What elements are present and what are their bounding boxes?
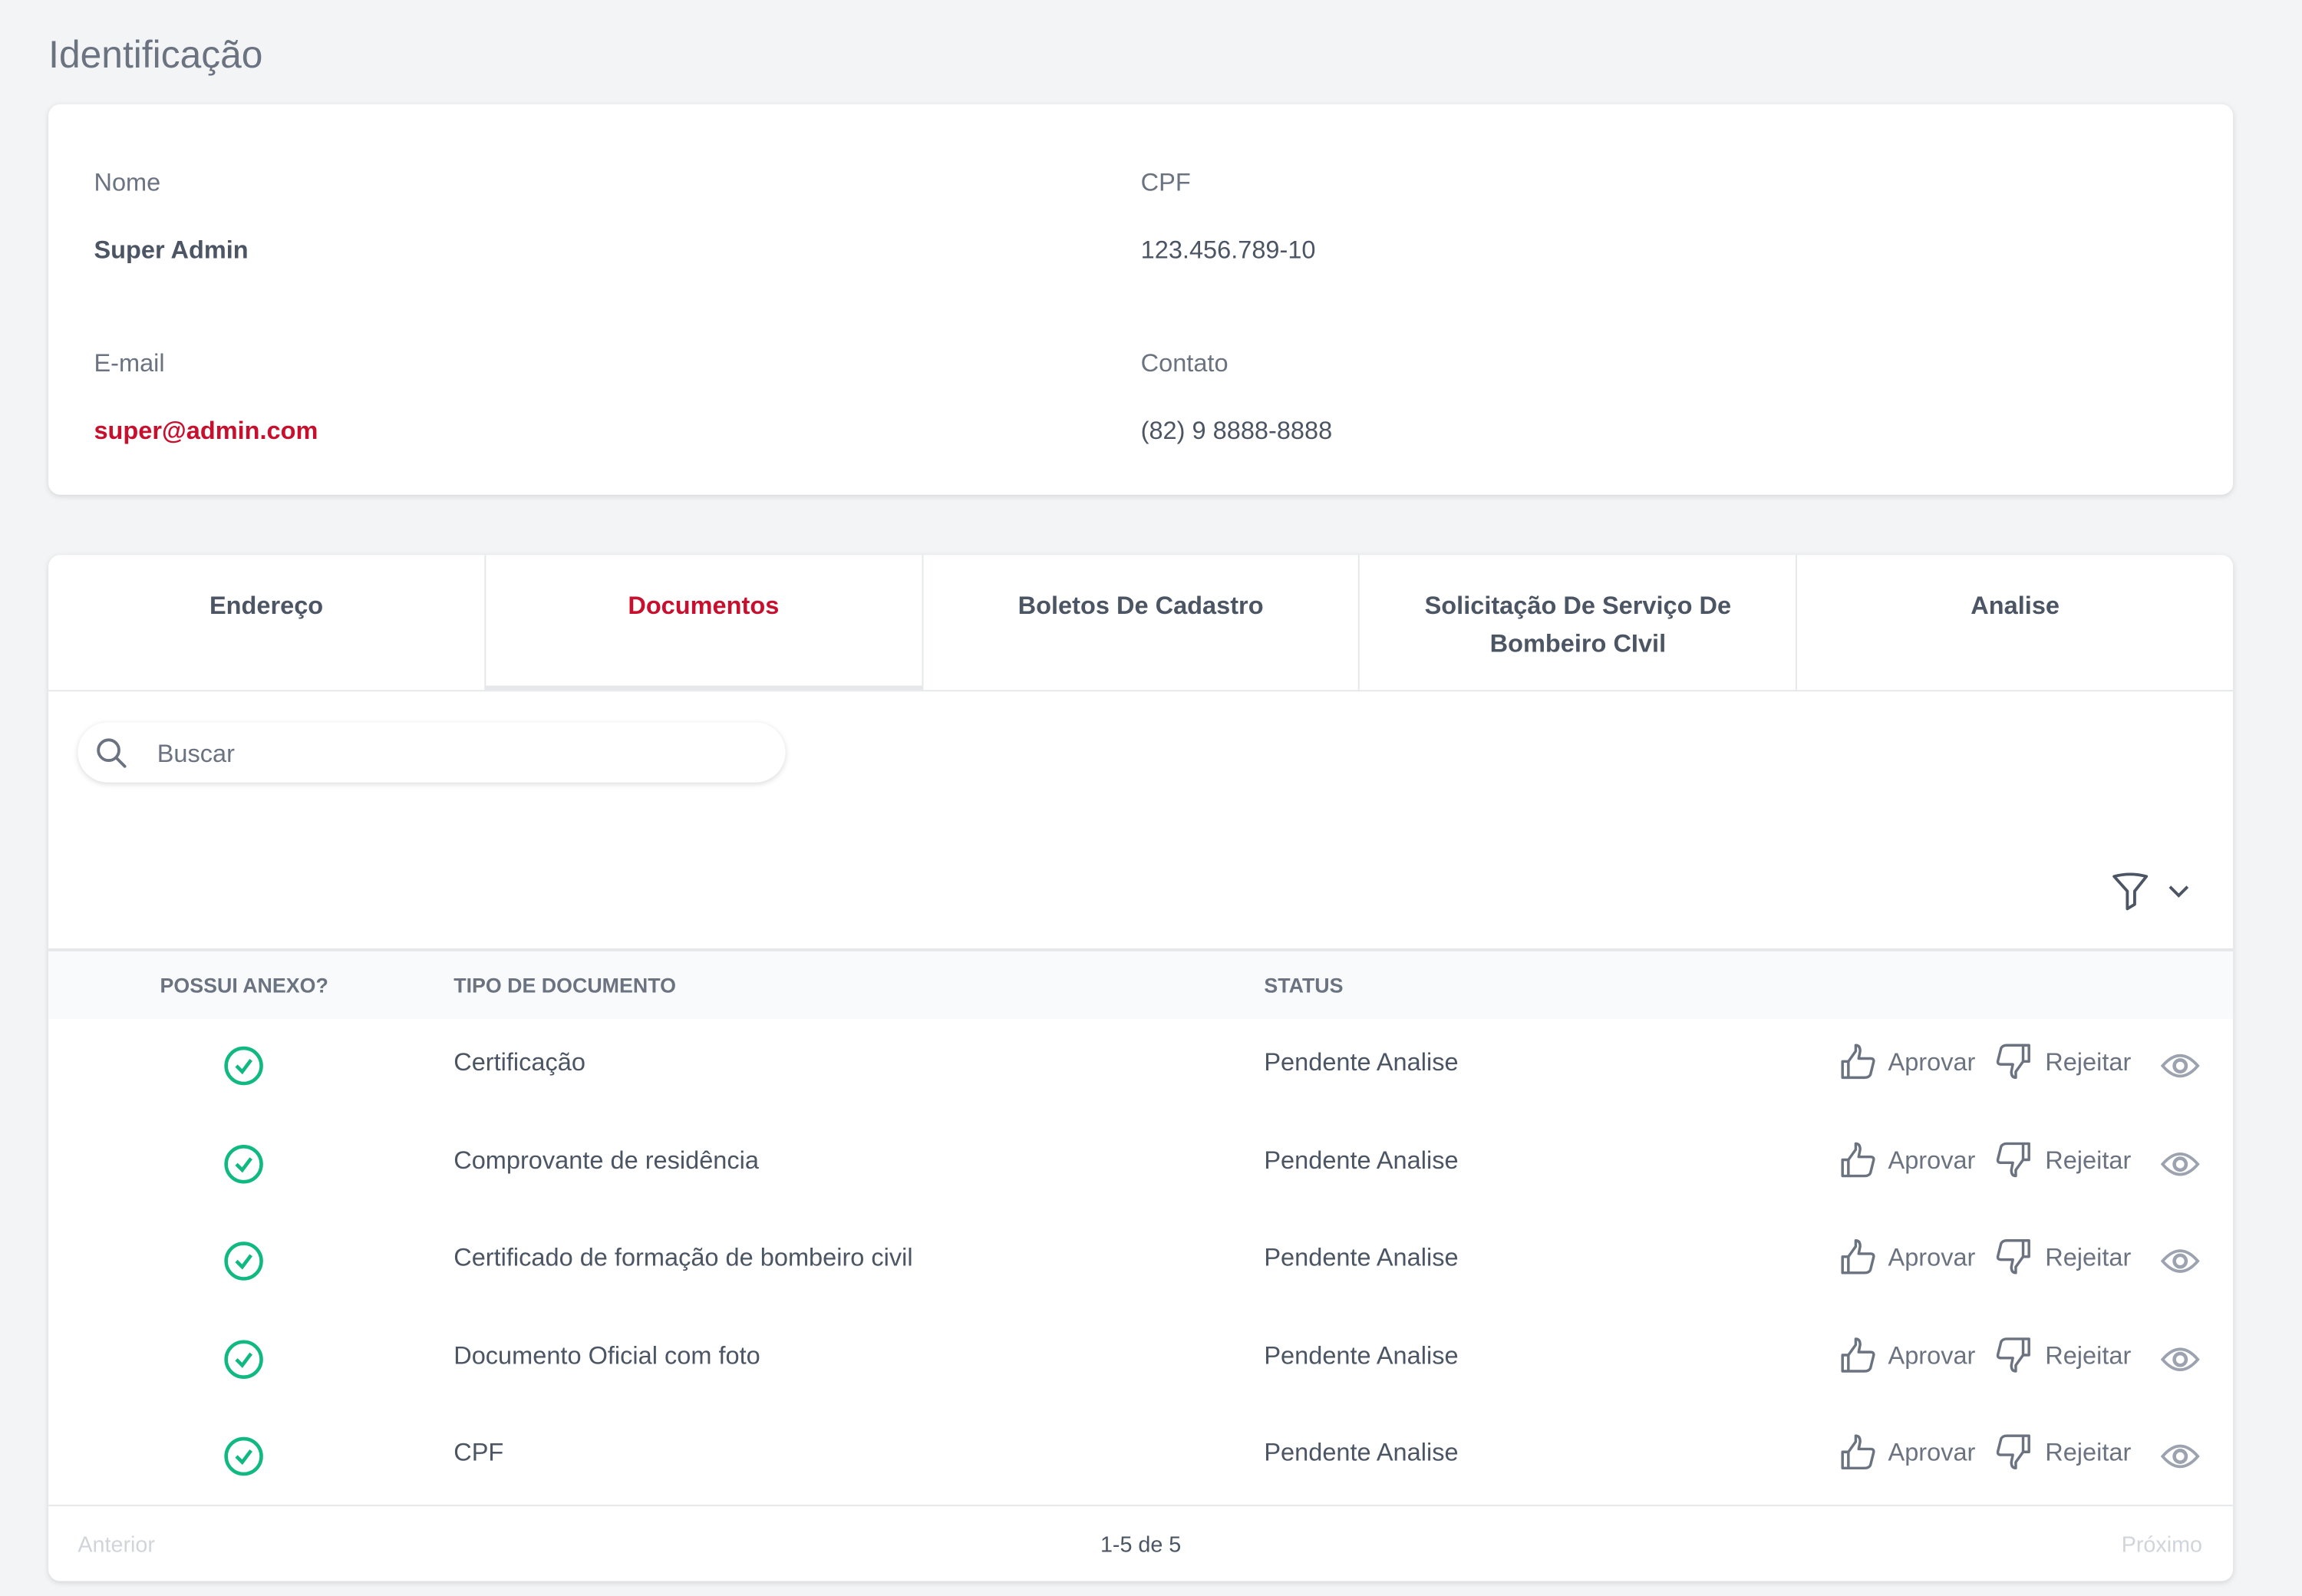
pagination: Anterior 1-5 de 5 Próximo <box>48 1505 2234 1581</box>
filter-icon[interactable] <box>2109 871 2151 912</box>
name-value: Super Admin <box>94 236 249 265</box>
approve-label: Aprovar <box>1888 1340 1976 1370</box>
cpf-value: 123.456.789-10 <box>1140 236 1316 265</box>
table-row: Documento Oficial com foto Pendente Anal… <box>48 1309 2233 1406</box>
document-type: Documento Oficial com foto <box>453 1340 760 1370</box>
email-value[interactable]: super@admin.com <box>94 417 318 445</box>
approve-button[interactable]: Aprovar <box>1838 1140 1975 1182</box>
eye-icon[interactable] <box>2159 1045 2201 1087</box>
prev-button[interactable]: Anterior <box>78 1532 155 1558</box>
tab-label: Boletos De Cadastro <box>1017 592 1264 620</box>
reject-label: Rejeitar <box>2045 1146 2132 1174</box>
documents-card: Endereço Documentos Boletos De Cadastro Sol… <box>48 555 2234 1581</box>
table-row: CPF Pendente Analise Aprovar Rejeitar <box>48 1406 2233 1504</box>
thumbs-down-icon <box>1996 1434 2030 1470</box>
identification-card: Nome Super Admin CPF 123.456.789-10 E-ma… <box>48 104 2234 495</box>
document-status: Pendente Analise <box>1264 1439 1459 1467</box>
tab-label: Analise <box>1971 592 2060 620</box>
table-row: Certificado de formação de bombeiro civi… <box>48 1211 2233 1308</box>
document-type: Certificação <box>453 1048 585 1077</box>
thumbs-up-icon <box>1841 1239 1875 1274</box>
table-row: Comprovante de residência Pendente Anali… <box>48 1113 2233 1211</box>
tab-label: Documentos <box>628 592 780 620</box>
approve-button[interactable]: Aprovar <box>1838 1042 1975 1083</box>
name-label: Nome <box>94 169 161 197</box>
thumbs-up-icon <box>1841 1337 1875 1372</box>
check-circle-icon <box>224 1046 263 1086</box>
tab-3[interactable]: Solicitação De Serviço De Bombeiro CIvil <box>1358 555 1796 691</box>
approve-button[interactable]: Aprovar <box>1838 1433 1975 1474</box>
eye-icon[interactable] <box>2159 1143 2201 1185</box>
document-type: Certificado de formação de bombeiro civi… <box>453 1243 913 1271</box>
pagination-info: 1-5 de 5 <box>1100 1532 1182 1558</box>
eye-icon[interactable] <box>2159 1241 2201 1282</box>
reject-label: Rejeitar <box>2045 1340 2132 1370</box>
tab-2[interactable]: Boletos De Cadastro <box>921 555 1359 691</box>
reject-button[interactable]: Rejeitar <box>1995 1042 2131 1083</box>
thumbs-down-icon <box>1996 1141 2030 1177</box>
thumbs-down-icon <box>1996 1044 2030 1080</box>
document-status: Pendente Analise <box>1264 1048 1459 1077</box>
page-title: Identificação <box>48 32 263 77</box>
chevron-down-icon[interactable] <box>2167 879 2191 903</box>
approve-label: Aprovar <box>1888 1439 1976 1467</box>
thumbs-up-icon <box>1841 1141 1875 1177</box>
document-status: Pendente Analise <box>1264 1243 1459 1271</box>
tab-bar: Endereço Documentos Boletos De Cadastro Sol… <box>48 555 2234 692</box>
reject-button[interactable]: Rejeitar <box>1995 1433 2131 1474</box>
header-tipo-documento: TIPO DE DOCUMENTO <box>453 973 676 998</box>
tab-label: Solicitação De Serviço De Bombeiro CIvil <box>1424 592 1732 658</box>
eye-icon[interactable] <box>2159 1436 2201 1477</box>
reject-button[interactable]: Rejeitar <box>1995 1238 2131 1279</box>
reject-label: Rejeitar <box>2045 1243 2132 1271</box>
check-circle-icon <box>224 1436 263 1476</box>
thumbs-up-icon <box>1841 1044 1875 1080</box>
document-status: Pendente Analise <box>1264 1146 1459 1174</box>
search-icon <box>97 738 127 768</box>
table-header: POSSUI ANEXO? TIPO DE DOCUMENTO STATUS <box>48 948 2234 1019</box>
document-type: CPF <box>453 1439 504 1467</box>
thumbs-down-icon <box>1996 1337 2030 1372</box>
next-button[interactable]: Próximo <box>2121 1532 2202 1558</box>
approve-label: Aprovar <box>1888 1146 1976 1174</box>
contact-label: Contato <box>1140 349 1229 378</box>
approve-button[interactable]: Aprovar <box>1838 1335 1975 1377</box>
reject-label: Rejeitar <box>2045 1048 2132 1077</box>
header-possui-anexo: POSSUI ANEXO? <box>160 973 328 998</box>
check-circle-icon <box>224 1144 263 1183</box>
tab-0[interactable]: Endereço <box>48 555 484 690</box>
check-circle-icon <box>224 1242 263 1281</box>
tab-label: Endereço <box>209 592 324 620</box>
reject-button[interactable]: Rejeitar <box>1995 1140 2131 1182</box>
search-box[interactable] <box>78 722 786 786</box>
contact-value: (82) 9 8888-8888 <box>1140 417 1333 445</box>
header-status: STATUS <box>1264 973 1344 998</box>
search-input[interactable] <box>153 722 747 786</box>
approve-button[interactable]: Aprovar <box>1838 1238 1975 1279</box>
document-type: Comprovante de residência <box>453 1146 759 1174</box>
eye-icon[interactable] <box>2159 1338 2201 1380</box>
tab-1[interactable]: Documentos <box>484 555 922 691</box>
check-circle-icon <box>224 1339 263 1379</box>
tab-4[interactable]: Analise <box>1796 555 2233 691</box>
email-label: E-mail <box>94 349 165 378</box>
approve-label: Aprovar <box>1888 1243 1976 1271</box>
table-row: Certificação Pendente Analise Aprovar Re… <box>48 1016 2233 1113</box>
cpf-label: CPF <box>1140 169 1191 197</box>
approve-label: Aprovar <box>1888 1048 1976 1077</box>
document-status: Pendente Analise <box>1264 1340 1459 1370</box>
thumbs-up-icon <box>1841 1434 1875 1470</box>
reject-label: Rejeitar <box>2045 1439 2132 1467</box>
reject-button[interactable]: Rejeitar <box>1995 1335 2131 1377</box>
thumbs-down-icon <box>1996 1239 2030 1274</box>
